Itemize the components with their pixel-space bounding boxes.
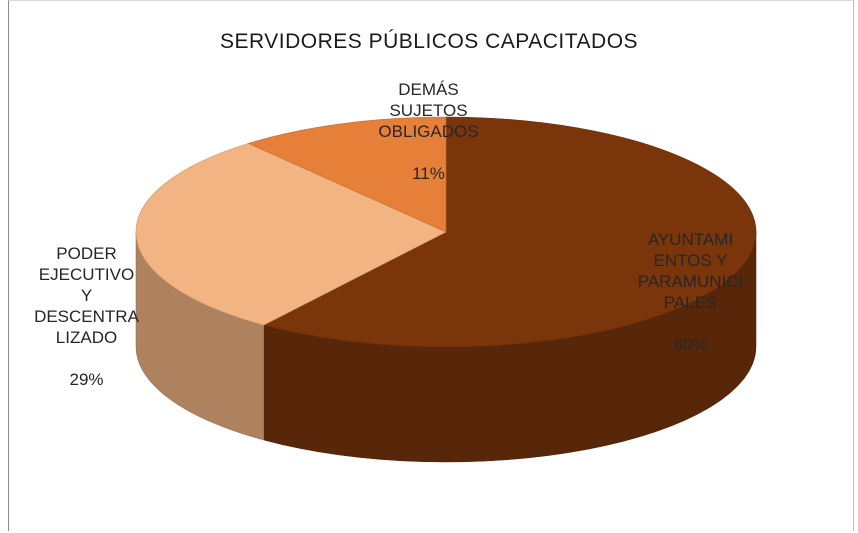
slice-percent-ayuntamientos: 60% — [673, 335, 708, 354]
slice-label-demas-sujetos: DEMÁS SUJETOS OBLIGADOS 11% — [346, 58, 511, 184]
slice-label-poder-ejecutivo: PODER EJECUTIVO Y DESCENTRA LIZADO 29% — [4, 222, 169, 390]
chart-title: SERVIDORES PÚBLICOS CAPACITADOS — [219, 30, 639, 53]
slice-poder-ejecutivo — [135, 143, 447, 326]
slice-percent-demas-sujetos: 11% — [412, 164, 445, 183]
slice-name-poder-ejecutivo: PODER EJECUTIVO Y DESCENTRA LIZADO — [34, 244, 139, 347]
slice-name-demas-sujetos: DEMÁS SUJETOS OBLIGADOS — [378, 80, 479, 141]
pie-tops — [135, 116, 757, 348]
slice-demas-sujetos — [247, 116, 447, 233]
slice-label-ayuntamientos: AYUNTAMI ENTOS Y PARAMUNICI PALES 60% — [608, 208, 773, 355]
slice-percent-poder-ejecutivo: 29% — [69, 370, 104, 389]
slice-name-ayuntamientos: AYUNTAMI ENTOS Y PARAMUNICI PALES — [637, 230, 744, 312]
slice-ayuntamientos — [262, 116, 757, 348]
